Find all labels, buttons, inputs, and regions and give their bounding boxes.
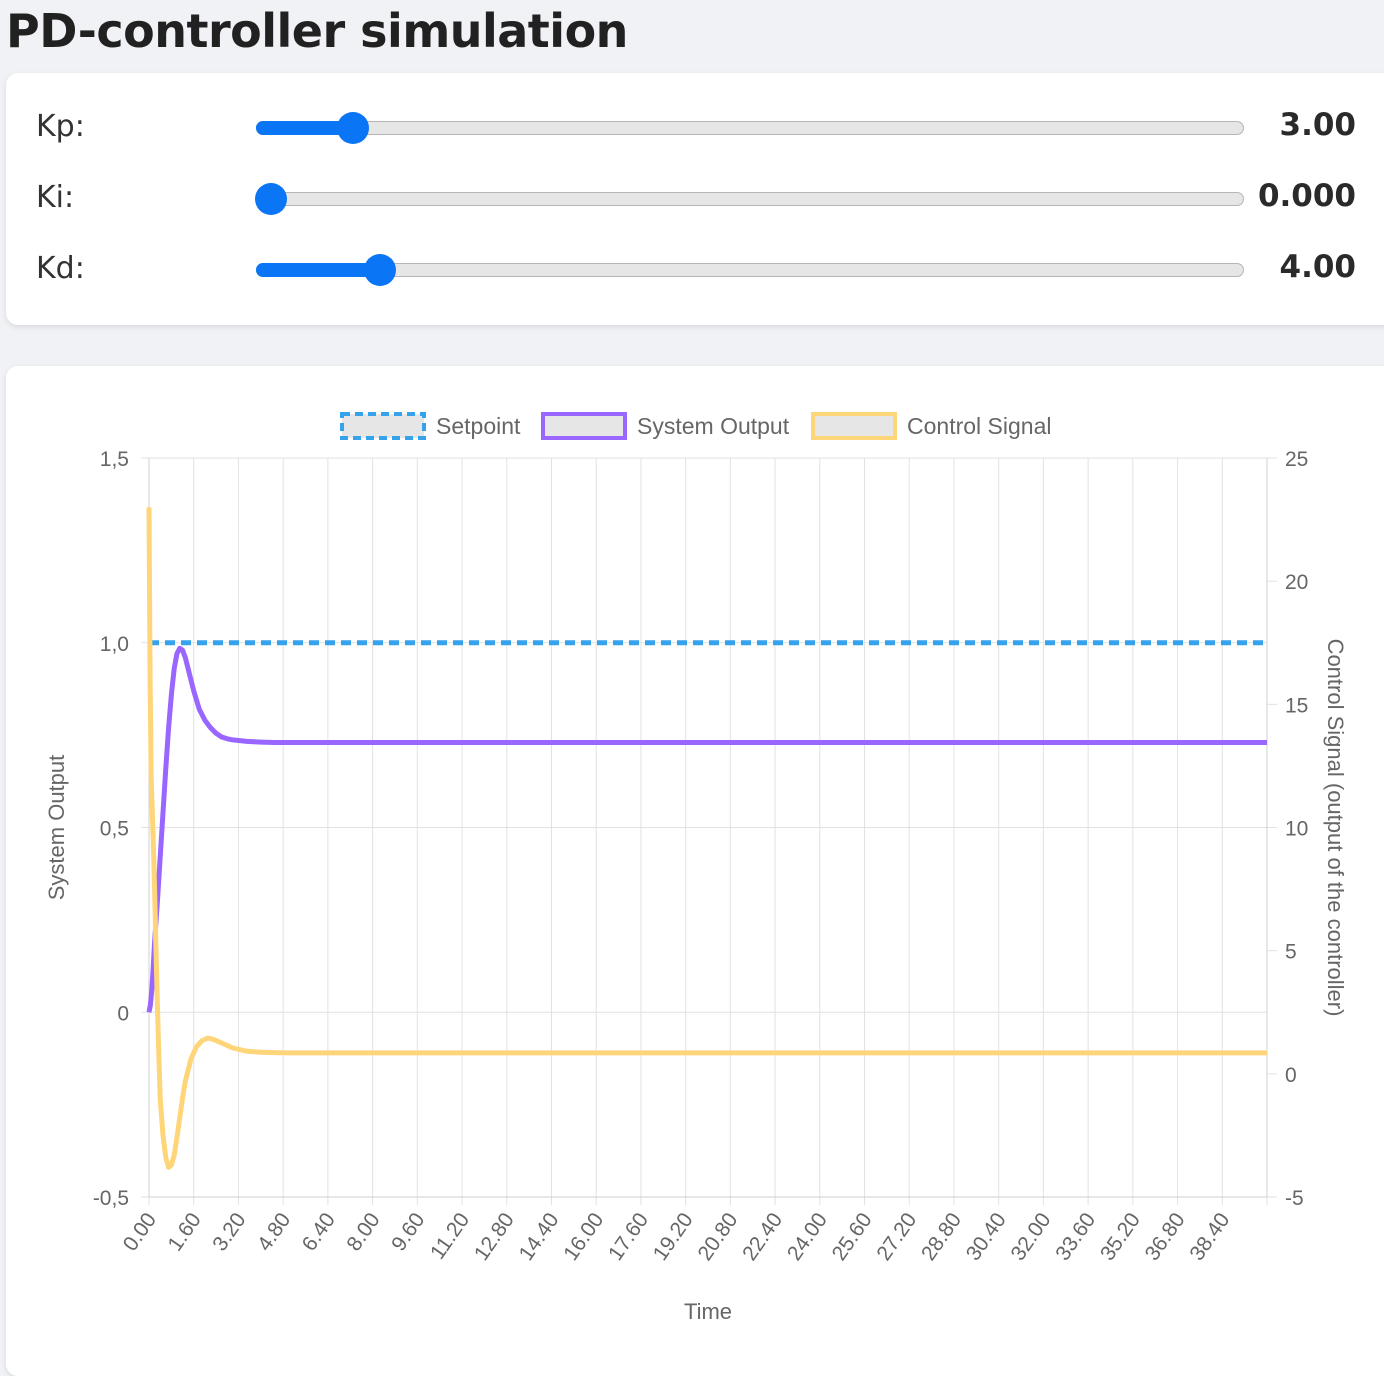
ki-slider-thumb[interactable] xyxy=(255,183,287,215)
control-signal-line xyxy=(146,507,1267,1170)
system-output-line xyxy=(146,645,1267,1013)
y-tick-label: 0,5 xyxy=(100,818,129,841)
x-tick-label: 38.40 xyxy=(1185,1209,1234,1265)
x-tick-label: 4.80 xyxy=(253,1209,295,1256)
kd-label: Kd: xyxy=(36,251,85,286)
y-axis-title: System Output xyxy=(44,755,69,901)
x-tick-label: 1.60 xyxy=(164,1209,206,1256)
chart-grid xyxy=(141,457,1277,1205)
y-tick-label: 1,0 xyxy=(100,633,129,656)
ki-row: Ki: 0.000 xyxy=(6,174,1384,224)
y2-tick-label: 20 xyxy=(1285,571,1308,594)
x-tick-label: 24.00 xyxy=(783,1209,832,1265)
x-tick-label: 8.00 xyxy=(342,1209,384,1256)
ki-value: 0.000 xyxy=(1257,178,1356,214)
legend-label-system-output: System Output xyxy=(637,413,790,439)
x-tick-label: 25.60 xyxy=(828,1209,877,1265)
kp-slider-fill xyxy=(256,121,354,135)
x-tick-label: 35.20 xyxy=(1096,1209,1145,1265)
kp-slider[interactable] xyxy=(256,112,1244,144)
x-tick-label: 36.80 xyxy=(1141,1209,1190,1265)
x-tick-label: 14.40 xyxy=(515,1209,564,1265)
y2-tick-label: 25 xyxy=(1285,448,1308,471)
x-tick-label: 12.80 xyxy=(470,1209,519,1265)
chart-axes: 0.00 1.60 3.20 4.80 6.40 8.00 9.6011.2012.8014… xyxy=(44,448,1348,1324)
x-tick-label: 6.40 xyxy=(298,1209,340,1256)
x-tick-label: 9.60 xyxy=(387,1209,429,1256)
y2-axis-title: Control Signal (output of the controller… xyxy=(1323,639,1348,1017)
y-tick-label: 0 xyxy=(117,1002,129,1025)
x-tick-label: 0.00 xyxy=(119,1209,161,1256)
legend-swatch-setpoint xyxy=(340,412,426,440)
legend-label-control-signal: Control Signal xyxy=(907,413,1051,439)
kd-slider-thumb[interactable] xyxy=(364,254,397,286)
kd-slider[interactable] xyxy=(256,254,1244,286)
chart-lines xyxy=(146,507,1267,1170)
legend-swatch-control-signal xyxy=(811,412,897,440)
page-title: PD-controller simulation xyxy=(6,4,628,58)
chart-legend: Setpoint System Output Control Signal xyxy=(340,412,1051,440)
x-tick-label: 32.00 xyxy=(1007,1209,1056,1265)
ki-slider[interactable] xyxy=(255,183,1244,215)
simulation-chart: 0.00 1.60 3.20 4.80 6.40 8.00 9.6011.2012.8014… xyxy=(44,412,1348,1324)
x-tick-label: 30.40 xyxy=(962,1209,1011,1265)
y2-tick-label: 5 xyxy=(1285,941,1297,964)
y-tick-label: -0,5 xyxy=(93,1187,129,1210)
x-tick-label: 22.40 xyxy=(738,1209,787,1265)
x-tick-label: 19.20 xyxy=(649,1209,698,1265)
x-axis-title: Time xyxy=(684,1299,732,1324)
legend-swatch-system-output xyxy=(541,412,627,440)
x-tick-label: 33.60 xyxy=(1051,1209,1100,1265)
y2-tick-label: 15 xyxy=(1285,694,1308,717)
kp-label: Kp: xyxy=(36,109,85,144)
y-tick-label: 1,5 xyxy=(100,448,129,471)
kd-row: Kd: 4.00 xyxy=(6,245,1384,295)
x-tick-label: 28.80 xyxy=(917,1209,966,1265)
y2-tick-label: -5 xyxy=(1285,1187,1304,1210)
kd-value: 4.00 xyxy=(1279,249,1357,285)
kp-slider-thumb[interactable] xyxy=(337,112,370,144)
x-tick-label: 17.60 xyxy=(604,1209,653,1265)
x-tick-label: 3.20 xyxy=(208,1209,250,1256)
controls-panel: Kp: 3.00 Ki: 0.000 Kd: 4.00 xyxy=(6,73,1384,325)
chart-panel: 0.00 1.60 3.20 4.80 6.40 8.00 9.60 11.20 12.80 14… xyxy=(6,366,1384,1376)
x-tick-label: 20.80 xyxy=(693,1209,742,1265)
legend-label-setpoint: Setpoint xyxy=(436,413,521,439)
x-tick-label: 16.00 xyxy=(559,1209,608,1265)
kp-row: Kp: 3.00 xyxy=(6,103,1384,153)
x-tick-label: 11.20 xyxy=(426,1209,474,1264)
kp-value: 3.00 xyxy=(1279,107,1357,143)
ki-label: Ki: xyxy=(36,180,75,215)
kd-slider-fill xyxy=(256,263,381,277)
x-tick-label: 27.20 xyxy=(872,1209,921,1265)
y2-tick-label: 0 xyxy=(1285,1064,1297,1087)
y2-tick-label: 10 xyxy=(1285,818,1308,841)
